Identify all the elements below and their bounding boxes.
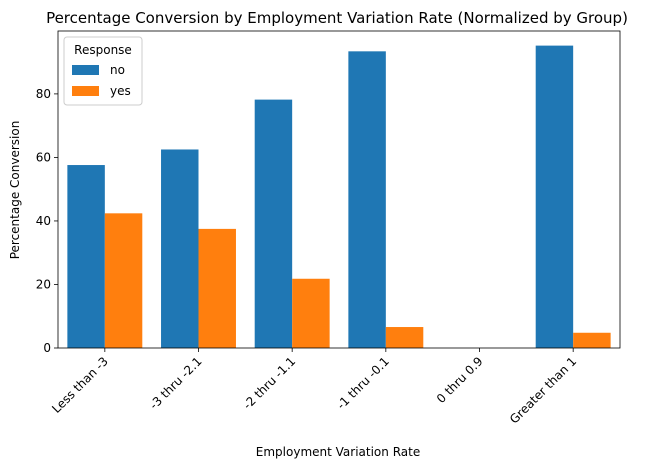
legend-label-no: no	[110, 63, 125, 77]
bar-yes-5	[573, 332, 611, 348]
y-axis: 0 20 40 60 80	[36, 87, 58, 355]
x-tick-label-4: 0 thru 0.9	[434, 354, 486, 406]
x-tick-label-3: -1 thru -0.1	[334, 354, 392, 412]
bar-yes-3	[385, 327, 424, 348]
y-tick-label-0: 0	[43, 341, 51, 355]
bar-no-5	[535, 45, 574, 349]
x-axis-label: Employment Variation Rate	[256, 445, 420, 459]
x-tick-label-5: Greater than 1	[507, 354, 579, 426]
x-tick-label-1: -3 thru -2.1	[147, 354, 205, 412]
bar-no-0	[67, 165, 105, 348]
bar-no-3	[348, 51, 386, 348]
x-tick-label-0: Less than -3	[49, 354, 111, 416]
bar-no-2	[254, 99, 293, 348]
legend-swatch-yes	[72, 86, 99, 96]
y-tick-label-3: 60	[36, 150, 51, 164]
bar-yes-1	[198, 228, 236, 348]
legend-title: Response	[74, 43, 132, 57]
legend: Response no yes	[63, 36, 143, 106]
legend-swatch-no	[72, 65, 99, 75]
y-axis-label: Percentage Conversion	[8, 121, 22, 260]
y-tick-label-4: 80	[36, 87, 51, 101]
bar-no-1	[161, 149, 199, 348]
y-tick-label-1: 20	[36, 277, 51, 291]
x-tick-label-2: -2 thru -1.1	[240, 354, 298, 412]
plot-bars	[67, 45, 611, 349]
bar-yes-2	[292, 278, 330, 348]
y-tick-label-2: 40	[36, 214, 51, 228]
legend-label-yes: yes	[110, 84, 131, 98]
chart-title: Percentage Conversion by Employment Vari…	[46, 9, 628, 27]
x-axis: Less than -3 -3 thru -2.1 -2 thru -1.1 -1 t…	[49, 348, 579, 427]
plot-area-frame	[57, 30, 621, 349]
bar-yes-0	[104, 213, 143, 348]
